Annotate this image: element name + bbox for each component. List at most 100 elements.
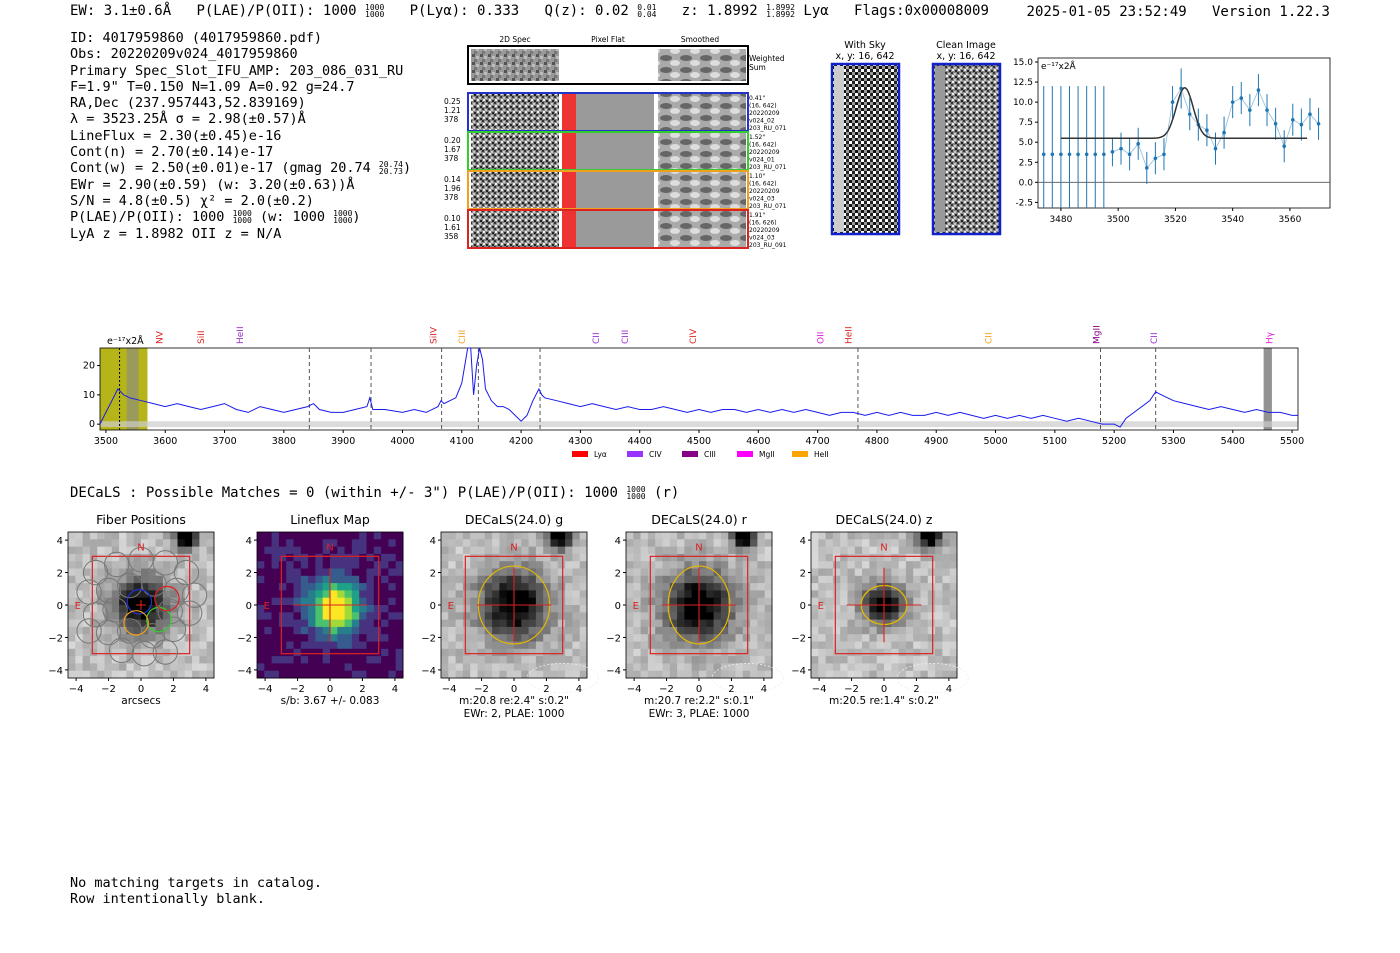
panel-xtick-label: 0 bbox=[511, 684, 517, 695]
north-label: N bbox=[510, 543, 517, 554]
no-targets-message: No matching targets in catalog. bbox=[70, 875, 322, 891]
sky-images: With Sky x, y: 16, 642 Clean Image x, y:… bbox=[830, 40, 1002, 236]
decals-summary: DECaLS : Possible Matches = 0 (within +/… bbox=[70, 485, 679, 501]
north-label: N bbox=[695, 543, 702, 554]
flags-value: Flags:0x00008009 bbox=[854, 3, 989, 19]
spec-slot: Primary Spec_Slot_IFU_AMP: 203_086_031_R… bbox=[70, 62, 404, 79]
image-panels: Fiber Positions N E −4 −2 0 2 4 4 2 0 −2 −4 arcsecs Li… bbox=[48, 512, 969, 720]
wavelength-sigma: λ = 3523.25Å σ = 2.98(±0.57)Å bbox=[70, 111, 306, 128]
fiber-circle bbox=[95, 619, 122, 646]
panel-xtick-label: −4 bbox=[627, 684, 642, 695]
legend-label: HeII bbox=[814, 450, 829, 459]
panel-title: DECaLS(24.0) z bbox=[836, 512, 933, 527]
cutout-row-meta: v024_01 bbox=[749, 157, 775, 164]
cutout-row-meta: 203_RU_071 bbox=[749, 164, 787, 171]
fit-ytick-label: -2.5 bbox=[1015, 198, 1033, 208]
legend-swatch bbox=[792, 451, 808, 457]
east-label: E bbox=[633, 601, 639, 612]
cutout-row-meta: 0.41" bbox=[749, 95, 765, 102]
fiber-circle bbox=[76, 618, 102, 644]
emission-line-label: HeII bbox=[844, 326, 854, 344]
panel-xtick-label: 4 bbox=[576, 684, 582, 695]
emission-line-label: SiIV bbox=[429, 326, 439, 344]
qz-range: 0.01 0.04 bbox=[637, 3, 657, 19]
cutout-row-meta: 203_RU_091 bbox=[749, 242, 787, 249]
fiber-circle bbox=[154, 585, 180, 612]
spectrum-xtick-label: 4400 bbox=[628, 436, 652, 447]
spectrum-frame bbox=[99, 347, 1299, 431]
cutout-row-meta: 20220209 bbox=[749, 188, 780, 195]
ewr: EWr = 2.90(±0.59) (w: 3.20(±0.63))Å bbox=[70, 176, 355, 193]
panel-flux: Lineflux Map N E −4 −2 0 2 4 4 2 0 −2 −4 s/b: 3.67 +/… bbox=[237, 512, 404, 707]
panel-ytick-label: −4 bbox=[237, 666, 252, 677]
aperture-box bbox=[649, 555, 749, 655]
with-sky-coords: x, y: 16, 642 bbox=[835, 51, 894, 62]
spectrum-ytick-label: 0 bbox=[89, 419, 95, 430]
cutout-row-meta: 20220209 bbox=[749, 110, 780, 117]
cutout-row-meta: v024_03 bbox=[749, 196, 775, 203]
panel-fiber: Fiber Positions N E −4 −2 0 2 4 4 2 0 −2 −4 arcsecs bbox=[48, 512, 215, 707]
decals-band: (r) bbox=[654, 485, 680, 501]
emission-line-label: CIII bbox=[621, 330, 631, 344]
spectrum-xtick-label: 4700 bbox=[806, 436, 830, 447]
cutout-row-meta: 20220209 bbox=[749, 227, 780, 234]
panel-ytick-label: −2 bbox=[606, 633, 621, 644]
timestamp-version: 2025-01-05 23:52:49 Version 1.22.3 bbox=[1027, 4, 1330, 20]
panel-ytick-label: 0 bbox=[800, 601, 806, 612]
spectrum-unit-label: e⁻¹⁷x2Å bbox=[107, 335, 144, 347]
emission-line-label: Hγ bbox=[1266, 331, 1276, 344]
spectrum-xtick-label: 5100 bbox=[1043, 436, 1067, 447]
spectrum-ytick-label: 20 bbox=[83, 361, 95, 372]
fit-point bbox=[1102, 152, 1106, 157]
cutout-grid: 2D Spec Pixel Flat Smoothed Weighted Sum… bbox=[444, 35, 787, 249]
aperture-box bbox=[834, 555, 934, 655]
cutout-row-stat: 1.96 bbox=[444, 184, 461, 193]
aperture-box bbox=[280, 555, 380, 655]
fiber-circle bbox=[104, 551, 130, 578]
panel-ytick-label: 4 bbox=[800, 536, 806, 547]
spectrum-ytick-label: 10 bbox=[83, 390, 95, 401]
east-label: E bbox=[264, 601, 270, 612]
cutout-row-meta: 20220209 bbox=[749, 149, 780, 156]
cutout-row-meta: v024_02 bbox=[749, 118, 775, 125]
fiber-circle bbox=[116, 618, 143, 644]
east-label: E bbox=[448, 601, 454, 612]
spectrum-xtick-label: 4800 bbox=[865, 436, 889, 447]
panel-xtick-label: −4 bbox=[442, 684, 457, 695]
plya-value: P(Lyα): 0.333 bbox=[409, 3, 520, 19]
z-value: z: 1.8992 bbox=[681, 3, 758, 19]
lya-highlight-region bbox=[100, 348, 148, 430]
panel-ytick-label: 4 bbox=[246, 536, 252, 547]
detection-id: ID: 4017959860 (4017959860.pdf) bbox=[70, 30, 322, 46]
panel-caption: s/b: 3.67 +/- 0.083 bbox=[281, 695, 380, 707]
panel-xtick-label: −2 bbox=[101, 684, 116, 695]
north-label: N bbox=[326, 543, 333, 554]
spectrum-xtick-label: 4200 bbox=[509, 436, 533, 447]
emission-line-label: CII bbox=[592, 332, 602, 344]
neighbor-ellipse bbox=[711, 662, 784, 693]
panel-ytick-label: −4 bbox=[421, 666, 436, 677]
spectrum-xtick-label: 3600 bbox=[153, 436, 177, 447]
sn-chi2: S/N = 4.8(±0.5) χ² = 2.0(±0.2) bbox=[70, 192, 314, 209]
plae-info: P(LAE)/P(OII): 1000 1000 1000 (w: 1000 10… bbox=[70, 209, 361, 226]
col-header-smoothed: Smoothed bbox=[681, 35, 720, 44]
fit-unit-label: e⁻¹⁷x2Å bbox=[1041, 60, 1077, 72]
fit-point bbox=[1050, 152, 1055, 157]
spectrum-xtick-label: 4500 bbox=[687, 436, 711, 447]
panel-xtick-label: 2 bbox=[728, 684, 734, 695]
fit-point bbox=[1084, 152, 1089, 157]
cutout-row-stat: 378 bbox=[444, 115, 459, 124]
cutout-row-meta: (16, 642) bbox=[749, 181, 777, 188]
fiber-circle bbox=[126, 588, 153, 615]
spectrum-xtick-label: 5300 bbox=[1161, 436, 1185, 447]
panel-xtick-label: 2 bbox=[913, 684, 919, 695]
emission-line-label: HeII bbox=[236, 326, 246, 344]
panel-xtick-label: 4 bbox=[203, 684, 209, 695]
panel-title: DECaLS(24.0) r bbox=[651, 512, 747, 527]
col-header-pixel-flat: Pixel Flat bbox=[591, 35, 625, 44]
version: Version 1.22.3 bbox=[1211, 4, 1330, 20]
legend-swatch bbox=[737, 451, 753, 457]
